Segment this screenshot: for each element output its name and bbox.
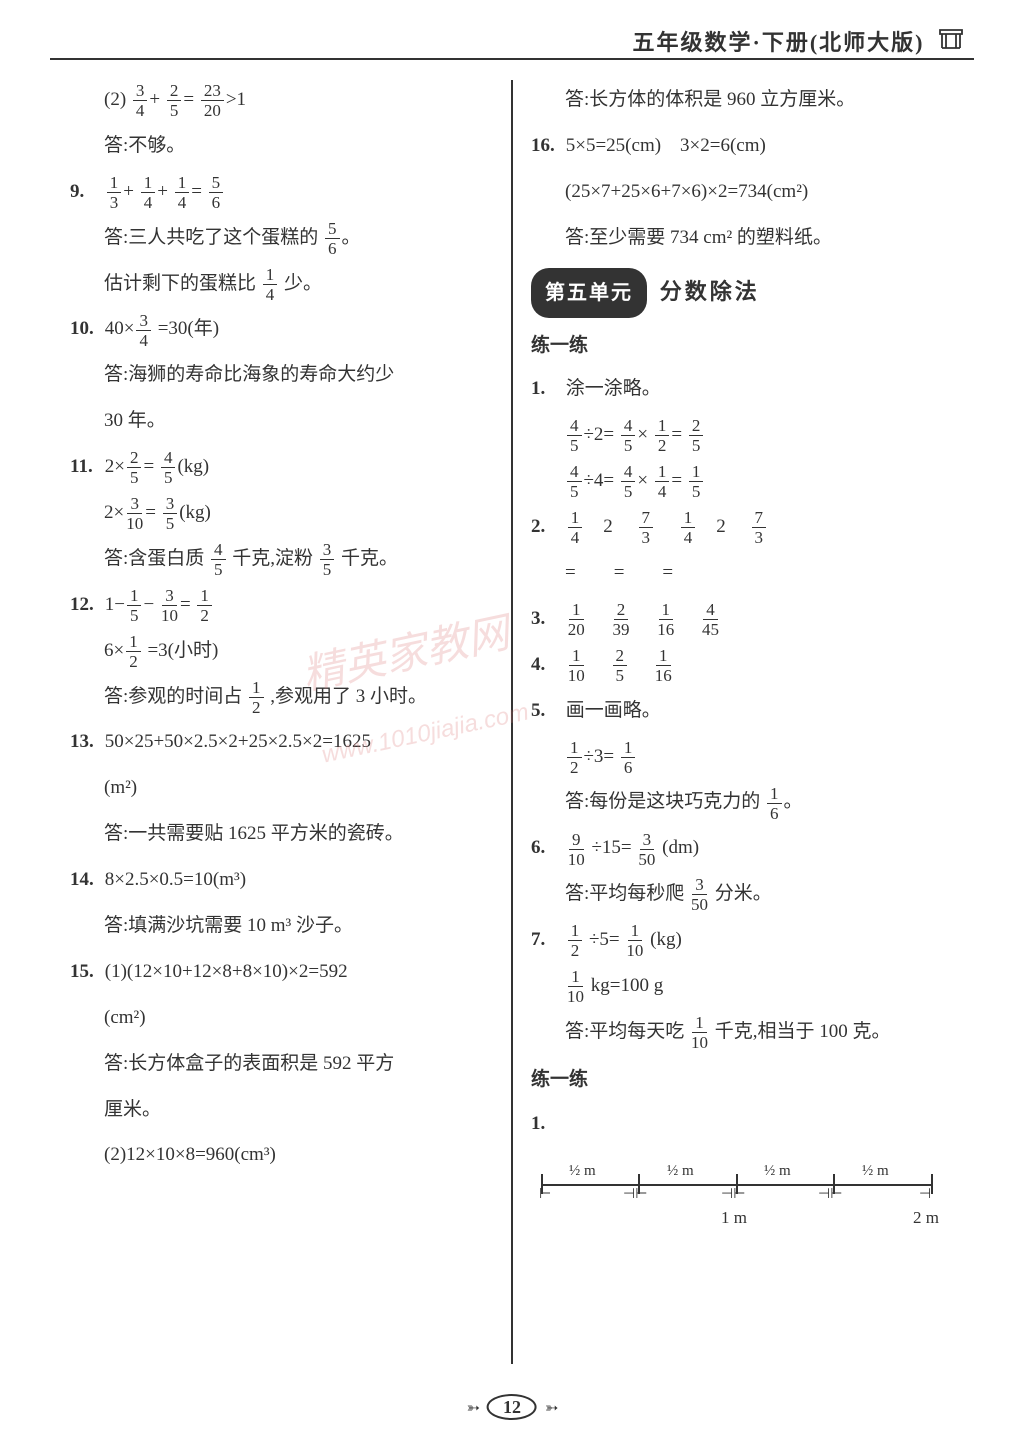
p2-row2: = = = xyxy=(531,553,954,593)
q15-1a2: 厘米。 xyxy=(70,1090,493,1130)
book-icon xyxy=(938,28,964,56)
q9-a1: 答:三人共吃了这个蛋糕的 56。 xyxy=(70,218,493,258)
q10-a: 答:海狮的寿命比海象的寿命大约少 xyxy=(70,355,493,395)
p1-e1: 45÷2= 45× 12= 25 xyxy=(531,415,954,455)
unit5-heading: 第五单元 分数除法 xyxy=(531,268,954,318)
q10-expr: 10. 40×34 =30(年) xyxy=(70,309,493,349)
q13-expr: 13. 50×25+50×2.5×2+25×2.5×2=1625 xyxy=(70,722,493,762)
p1: 1. 涂一涂略。 xyxy=(531,369,954,409)
q11-e1: 11. 2×25= 45(kg) xyxy=(70,447,493,487)
pp1: 1. xyxy=(531,1104,954,1144)
q13-unit: (m²) xyxy=(70,768,493,808)
q14-a: 答:填满沙坑需要 10 m³ 沙子。 xyxy=(70,906,493,946)
q15-2: (2)12×10×8=960(cm³) xyxy=(70,1135,493,1175)
header-title: 五年级数学·下册(北师大版) xyxy=(633,30,925,55)
unit-title: 分数除法 xyxy=(660,279,760,304)
header-rule xyxy=(50,58,974,60)
left-column: (2) 34+ 25= 2320>1 答:不够。 9. 13+ 14+ 14= … xyxy=(60,80,511,1364)
q15-1a: 答:长方体盒子的表面积是 592 平方 xyxy=(70,1044,493,1084)
page-number-value: 12 xyxy=(487,1394,537,1420)
unit-badge: 第五单元 xyxy=(531,268,647,318)
page-number: ➳ 12 ➳ xyxy=(463,1397,562,1418)
q9-expr: 9. 13+ 14+ 14= 56 xyxy=(70,172,493,212)
page-deco-left: ➳ xyxy=(467,1400,479,1417)
p5: 5. 画一画略。 xyxy=(531,691,954,731)
q8-2-expr: (2) 34+ 25= 2320>1 xyxy=(70,80,493,120)
q11-a: 答:含蛋白质 45 千克,淀粉 35 千克。 xyxy=(70,539,493,579)
p2-row1: 2. 14 2 73 14 2 73 xyxy=(531,507,954,547)
page-header: 五年级数学·下册(北师大版) xyxy=(633,25,965,57)
q11-e2: 2×310= 35(kg) xyxy=(70,493,493,533)
q8-2-answer: 答:不够。 xyxy=(70,126,493,166)
p7-a: 答:平均每天吃 110 千克,相当于 100 克。 xyxy=(531,1012,954,1052)
q13-a: 答:一共需要贴 1625 平方米的瓷砖。 xyxy=(70,814,493,854)
p7-e1: 7. 12 ÷5= 110 (kg) xyxy=(531,920,954,960)
q16-l1: 16. 5×5=25(cm) 3×2=6(cm) xyxy=(531,126,954,166)
q12-a: 答:参观的时间占 12 ,参观用了 3 小时。 xyxy=(70,677,493,717)
p3: 3. 120 239 116 445 xyxy=(531,599,954,639)
q9-a2: 估计剩下的蛋糕比 14 少。 xyxy=(70,264,493,304)
p7-e2: 110 kg=100 g xyxy=(531,966,954,1006)
p4: 4. 110 25 116 xyxy=(531,645,954,685)
q15-1u: (cm²) xyxy=(70,998,493,1038)
p5-e: 12÷3= 16 xyxy=(531,737,954,777)
right-column: 答:长方体的体积是 960 立方厘米。 16. 5×5=25(cm) 3×2=6… xyxy=(513,80,964,1364)
p1-e2: 45÷4= 45× 14= 15 xyxy=(531,461,954,501)
number-line: ⊢ ½ m ⊣⊢ ½ m ⊣⊢ ½ m ⊣⊢ ½ m ⊣ 1 m 2 m xyxy=(541,1156,954,1226)
q10-a2: 30 年。 xyxy=(70,401,493,441)
q16-l2: (25×7+25×6+7×6)×2=734(cm²) xyxy=(531,172,954,212)
page-deco-right: ➳ xyxy=(545,1400,557,1417)
p6-a: 答:平均每秒爬 350 分米。 xyxy=(531,874,954,914)
q15-1: 15. (1)(12×10+12×8+8×10)×2=592 xyxy=(70,952,493,992)
q14-expr: 14. 8×2.5×0.5=10(m³) xyxy=(70,860,493,900)
practice-heading-2: 练一练 xyxy=(531,1060,954,1100)
q12-e2: 6×12 =3(小时) xyxy=(70,631,493,671)
p5-a: 答:每份是这块巧克力的 16。 xyxy=(531,782,954,822)
q12-e1: 12. 1−15− 310= 12 xyxy=(70,585,493,625)
p6-e: 6. 910 ÷15= 350 (dm) xyxy=(531,828,954,868)
practice-heading-1: 练一练 xyxy=(531,326,954,366)
q16-a: 答:至少需要 734 cm² 的塑料纸。 xyxy=(531,218,954,258)
q15-2a: 答:长方体的体积是 960 立方厘米。 xyxy=(531,80,954,120)
content-area: (2) 34+ 25= 2320>1 答:不够。 9. 13+ 14+ 14= … xyxy=(60,80,964,1364)
